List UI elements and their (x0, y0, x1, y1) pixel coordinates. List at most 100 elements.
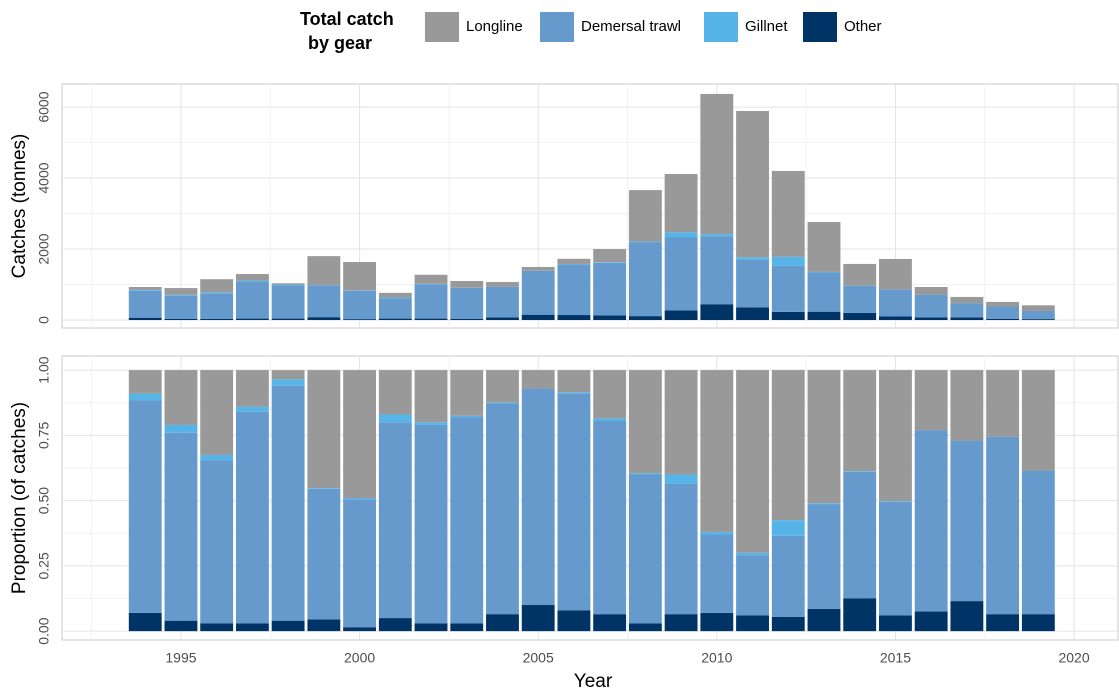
bar-segment (378, 298, 412, 319)
bar-segment (235, 411, 269, 624)
bar-segment (200, 293, 234, 319)
bar-segment (843, 370, 877, 472)
bar-segment (879, 289, 912, 317)
bar-segment (628, 474, 662, 624)
bar-segment (1021, 310, 1055, 320)
bar-segment (521, 370, 555, 389)
bar-segment (843, 598, 877, 632)
y-tick-label: 4000 (36, 162, 52, 193)
bar-segment (378, 297, 412, 299)
bar-segment (200, 454, 234, 461)
y-tick-label: 0 (36, 316, 52, 324)
bar-segment (486, 287, 519, 318)
bar-segment (307, 370, 341, 489)
bar-segment (736, 615, 769, 632)
bar-segment (664, 310, 698, 321)
bar-segment (235, 318, 269, 321)
bar-segment (164, 318, 198, 321)
bar-segment (164, 432, 198, 621)
bar-segment (879, 370, 912, 502)
bar-segment (914, 294, 948, 318)
legend-key (803, 12, 837, 42)
bar-segment (593, 262, 627, 316)
bar-segment (164, 288, 198, 295)
bar-segment (450, 287, 484, 319)
bar-segment (807, 370, 841, 504)
bar-segment (557, 393, 591, 611)
x-tick-label: 2015 (880, 650, 911, 666)
bar-segment (807, 222, 841, 272)
bar-segment (950, 440, 984, 602)
y-tick-label: 0.50 (36, 487, 52, 514)
bar-segment (200, 292, 234, 294)
x-tick-label: 2020 (1058, 650, 1089, 666)
bar-segment (486, 317, 519, 321)
bar-segment (128, 393, 162, 401)
bar-segment (343, 319, 377, 321)
bar-segment (879, 258, 912, 290)
bar-segment (664, 614, 698, 632)
bar-segment (593, 262, 627, 263)
legend-title: by gear (308, 33, 372, 53)
bar-segment (271, 283, 305, 285)
bar-segment (986, 306, 1020, 319)
bar-segment (986, 614, 1020, 632)
bar-segment (986, 436, 1020, 615)
bar-segment (664, 237, 698, 311)
bar-segment (128, 317, 162, 321)
bar-segment (914, 430, 948, 612)
bar-segment (164, 295, 198, 319)
bar-segment (879, 501, 912, 502)
bar-segment (628, 370, 662, 474)
bar-segment (486, 282, 519, 287)
bar-segment (986, 301, 1020, 307)
bar-segment (414, 274, 448, 284)
bar-segment (307, 488, 341, 620)
bar-segment (307, 317, 341, 321)
bar-segment (378, 370, 412, 415)
bar-segment (807, 504, 841, 609)
bar-segment (521, 270, 555, 315)
bar-segment (164, 294, 198, 296)
bar-segment (200, 460, 234, 624)
bar-segment (843, 263, 877, 286)
x-tick-label: 2010 (701, 650, 732, 666)
bar-segment (128, 287, 162, 290)
bar-segment (593, 370, 627, 419)
bar-segment (557, 610, 591, 632)
bar-segment (593, 418, 627, 421)
bar-segment (414, 422, 448, 425)
x-tick-label: 2000 (344, 650, 375, 666)
bar-segment (486, 402, 519, 405)
bar-segment (700, 370, 734, 532)
bar-segment (843, 285, 877, 313)
bar-segment (771, 170, 805, 257)
bar-segment (557, 264, 591, 316)
bar-segment (200, 279, 234, 293)
legend-key (425, 12, 459, 42)
bar-segment (486, 614, 519, 632)
bar-segment (343, 290, 377, 320)
bar-segment (771, 256, 805, 266)
bar-segment (628, 190, 662, 242)
bar-segment (414, 284, 448, 319)
bar-segment (450, 280, 484, 288)
bar-segment (450, 417, 484, 624)
bar-segment (200, 623, 234, 632)
bar-segment (557, 315, 591, 321)
bar-segment (807, 311, 841, 321)
bar-segment (378, 618, 412, 632)
bar-segment (700, 236, 734, 305)
bar-segment (1021, 319, 1055, 321)
bar-segment (879, 615, 912, 632)
bar-segment (664, 474, 698, 484)
legend-key (540, 12, 574, 42)
bar-segment (557, 370, 591, 393)
bar-segment (235, 370, 269, 407)
bar-segment (593, 249, 627, 263)
bar-segment (128, 290, 162, 318)
bar-segment (950, 601, 984, 632)
bar-segment (128, 612, 162, 632)
bar-segment (235, 623, 269, 632)
